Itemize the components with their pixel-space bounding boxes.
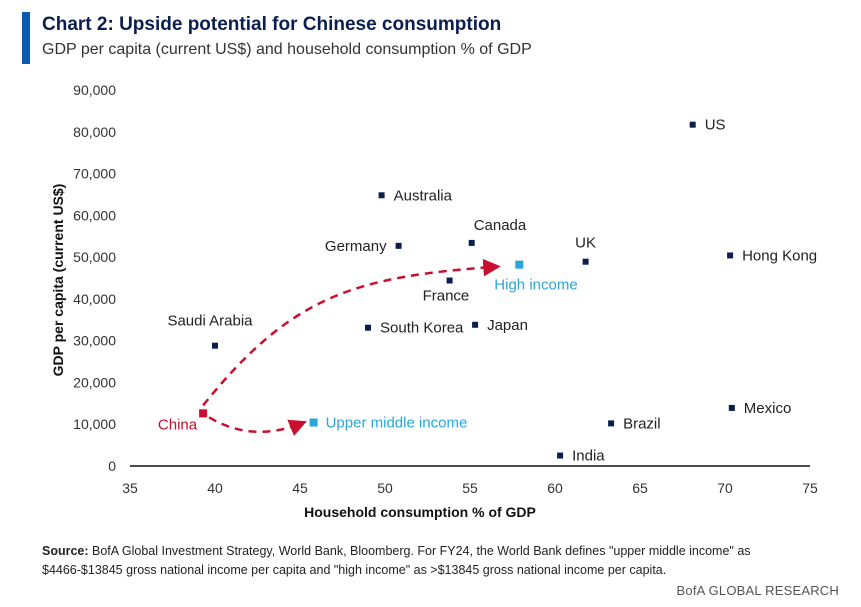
source-label: Source: [42,544,89,558]
point-label-saudi-arabia: Saudi Arabia [167,313,253,330]
y-tick-label: 70,000 [73,166,116,182]
y-tick-label: 10,000 [73,416,116,432]
point-germany [395,242,402,249]
chart-title: Chart 2: Upside potential for Chinese co… [42,14,502,35]
point-label-india: India [572,448,605,465]
y-axis-title: GDP per capita (current US$) [50,184,66,377]
point-high-income [515,260,524,269]
x-tick-label: 75 [802,480,818,496]
x-tick-label: 60 [547,480,563,496]
point-canada [468,239,475,246]
scatter-chart: 0 10,000 20,000 30,000 40,000 50,000 60,000 70,… [50,82,818,520]
y-tick-label: 20,000 [73,374,116,390]
x-tick-label: 70 [717,480,733,496]
point-label-mexico: Mexico [744,400,792,417]
y-tick-label: 80,000 [73,124,116,140]
x-tick-label: 50 [377,480,393,496]
x-tick-label: 55 [462,480,478,496]
point-label-japan: Japan [487,317,528,334]
x-tick-label: 65 [632,480,648,496]
point-label-us: US [705,117,726,134]
point-us [689,121,696,128]
point-label-hong-kong: Hong Kong [742,247,817,264]
point-label-germany: Germany [325,238,387,255]
point-label-uk: UK [575,235,596,252]
point-label-high-income: High income [494,277,577,294]
point-uk [582,258,589,265]
point-saudi-arabia [212,342,218,349]
y-tick-label: 90,000 [73,82,116,98]
point-label-south-korea: South Korea [380,320,464,337]
point-label-brazil: Brazil [623,415,661,432]
point-label-canada: Canada [474,217,527,234]
point-upper-middle-income [309,418,318,427]
point-label-france: France [423,288,470,305]
y-tick-label: 30,000 [73,333,116,349]
y-tick-label: 60,000 [73,207,116,223]
point-australia [378,192,385,199]
point-china [199,409,208,418]
point-mexico [728,404,735,411]
point-south-korea [365,324,371,331]
source-text: BofA Global Investment Strategy, World B… [42,544,751,577]
source-note: Source: BofA Global Investment Strategy,… [42,542,832,580]
chart-subtitle: GDP per capita (current US$) and househo… [42,41,532,58]
arrow-to-upper-middle-income [208,416,307,436]
arrow-to-high-income [202,258,501,407]
x-tick-label: 35 [122,480,138,496]
title-accent-bar [22,12,30,64]
y-tick-label: 40,000 [73,291,116,307]
point-label-upper-middle-income: Upper middle income [326,415,468,432]
point-japan [472,321,479,328]
y-tick-label: 0 [108,458,116,474]
brand-label: BofA GLOBAL RESEARCH [676,583,839,598]
x-tick-label: 40 [207,480,223,496]
point-label-china: China [158,416,198,433]
y-tick-label: 50,000 [73,249,116,265]
x-tick-label: 45 [292,480,308,496]
x-axis-title: Household consumption % of GDP [304,504,536,520]
point-brazil [608,420,615,427]
point-hong-kong [727,252,734,259]
point-india [557,452,564,459]
point-france [446,277,453,284]
point-label-australia: Australia [394,187,453,204]
